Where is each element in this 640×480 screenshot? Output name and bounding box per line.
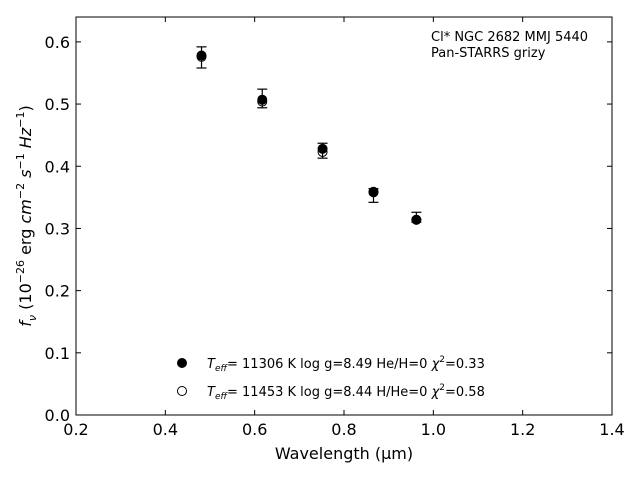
legend: Teff= 11306 K log g=8.49 He/H=0 χ2=0.33 … (177, 355, 485, 402)
plot-area (75, 16, 613, 416)
y-axis-title: fν (10−26 erg cm−2 s−1 Hz−1) (14, 105, 39, 326)
y-tick-label: 0.4 (45, 157, 70, 176)
y-tick-label: 0.2 (45, 282, 70, 301)
legend-label-h-he: Teff= 11453 K log g=8.44 H/He=0 χ2=0.58 (207, 383, 485, 402)
model-point-he-h (257, 94, 268, 105)
legend-label-he-h: Teff= 11306 K log g=8.49 He/H=0 χ2=0.33 (207, 355, 485, 374)
model-point-h-he (196, 51, 207, 62)
y-tick-label: 0.3 (45, 219, 70, 238)
model-point-h-he (257, 96, 268, 107)
model-point-h-he (368, 187, 379, 198)
x-axis-title: Wavelength (μm) (275, 444, 413, 463)
model-point-h-he (411, 214, 422, 225)
y-tick-label: 0.5 (45, 95, 70, 114)
axis-ticks: 0.2 0.4 0.6 0.8 1.0 1.2 1.4 0.0 0.1 0.2 0.3 0.4 0.5 0… (45, 17, 625, 439)
y-tick-label: 0.6 (45, 33, 70, 52)
model-point-he-h (317, 143, 328, 154)
legend-marker-he-h (177, 358, 187, 368)
annotation-object-name: Cl* NGC 2682 MMJ 5440 (431, 30, 588, 45)
x-tick-label: 1.4 (599, 420, 624, 439)
x-tick-label: 0.6 (242, 420, 267, 439)
legend-marker-h-he (177, 386, 187, 396)
x-tick-label: 0.2 (63, 420, 88, 439)
data-marks (196, 46, 422, 225)
model-point-h-he (317, 146, 328, 157)
y-tick-label: 0.1 (45, 344, 70, 363)
x-tick-label: 0.8 (331, 420, 356, 439)
x-tick-label: 0.4 (153, 420, 178, 439)
x-tick-label: 1.2 (510, 420, 535, 439)
y-tick-label: 0.0 (45, 406, 70, 425)
x-tick-label: 1.0 (421, 420, 446, 439)
annotation-survey: Pan-STARRS grizy (431, 46, 546, 61)
